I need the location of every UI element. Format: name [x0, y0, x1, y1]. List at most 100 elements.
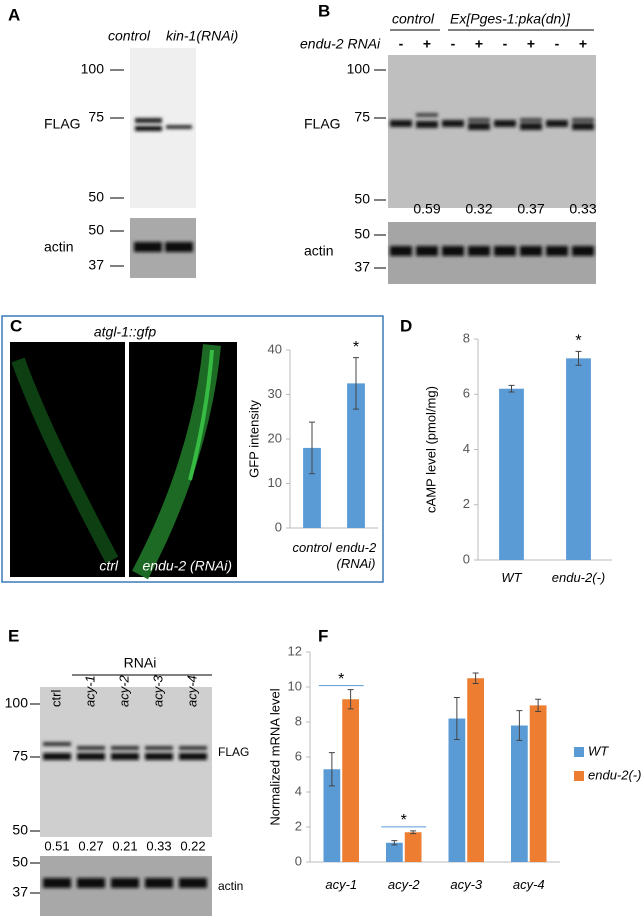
error-bar — [328, 752, 335, 787]
bar — [566, 358, 591, 560]
error-bar — [508, 384, 515, 393]
error-bar — [391, 840, 398, 846]
worm — [188, 349, 214, 481]
lane-sign: - — [503, 36, 508, 52]
group-label: RNAi — [124, 655, 157, 671]
band — [145, 753, 173, 760]
band — [572, 118, 594, 122]
ratio: 0.21 — [112, 838, 137, 853]
marker: 50 — [12, 822, 28, 838]
ratio: 0.32 — [465, 201, 492, 217]
marker: 50 — [88, 189, 104, 205]
error-bar — [472, 672, 479, 684]
y-tick-label: 30 — [268, 386, 282, 401]
lane-sign: + — [475, 36, 483, 52]
band — [520, 118, 542, 122]
marker: 75 — [88, 109, 104, 125]
ratio: 0.33 — [146, 838, 171, 853]
x-tick-label: acy-4 — [512, 877, 545, 892]
band — [43, 878, 71, 888]
y-tick-label: 4 — [463, 441, 470, 456]
error-bar — [410, 830, 417, 835]
band — [390, 120, 412, 127]
error-bar — [347, 689, 354, 710]
lane-label: acy-2 — [116, 674, 131, 707]
band — [77, 746, 105, 750]
band — [390, 246, 412, 256]
x-tick-label: acy-1 — [325, 877, 358, 892]
error-bar — [453, 697, 460, 740]
marker: 50 — [12, 854, 28, 870]
blot — [388, 55, 596, 208]
error-bar — [309, 421, 315, 475]
lane-label: kin-1(RNAi) — [166, 28, 238, 44]
y-axis-label: Normalized mRNA level — [267, 688, 282, 825]
significance: * — [401, 812, 407, 829]
lane-sign: + — [527, 36, 535, 52]
lane-label: ctrl — [48, 690, 63, 707]
group-label: Ex[Pges-1:pka(dn)] — [450, 11, 571, 27]
treatment-label: endu-2 RNAi — [300, 36, 381, 52]
band — [111, 746, 139, 750]
y-tick-label: 0 — [295, 853, 302, 868]
y-tick-label: 10 — [268, 475, 282, 490]
y-tick-label: 6 — [295, 748, 302, 763]
band — [468, 123, 490, 130]
y-axis-label: cAMP level (pmol/mg) — [423, 386, 438, 513]
band — [520, 123, 542, 130]
band — [572, 123, 594, 130]
band — [43, 753, 71, 760]
x-tick-label: control — [292, 540, 332, 555]
x-tick-label: endu-2(-) — [551, 570, 606, 585]
band — [572, 246, 594, 256]
error-bar — [575, 350, 582, 366]
legend-swatch — [574, 771, 584, 781]
x-tick-label: WT — [501, 570, 522, 585]
band — [468, 118, 490, 122]
band — [494, 246, 516, 256]
ratio: 0.27 — [78, 838, 103, 853]
marker: 50 — [354, 226, 370, 242]
band — [145, 878, 173, 888]
band — [494, 120, 516, 127]
legend-label: endu-2(-) — [588, 767, 641, 782]
bands — [43, 742, 207, 888]
band — [179, 878, 207, 888]
lane-sign: - — [555, 36, 560, 52]
significance: * — [353, 339, 359, 356]
y-tick-label: 40 — [268, 341, 282, 356]
y-tick-label: 20 — [268, 430, 282, 445]
panel-label: E — [8, 626, 19, 645]
y-tick-label: 0 — [463, 551, 470, 566]
y-tick-label: 2 — [463, 496, 470, 511]
panel-frame — [1, 315, 384, 583]
image-label: ctrl — [99, 558, 119, 574]
lane-sign: - — [399, 36, 404, 52]
panel-label: F — [318, 626, 328, 645]
ratio: 0.22 — [180, 838, 205, 853]
bands — [390, 113, 594, 256]
bar — [386, 842, 403, 862]
lane-sign: + — [423, 36, 431, 52]
marker-ticks — [374, 69, 386, 269]
y-tick-label: 0 — [275, 519, 282, 534]
significance: * — [338, 671, 344, 688]
lane-label: acy-1 — [82, 675, 97, 707]
marker: 75 — [12, 748, 28, 764]
marker: 37 — [354, 259, 370, 275]
lane-sign: - — [451, 36, 456, 52]
group-label: control — [392, 11, 435, 27]
panel-label: B — [318, 1, 330, 20]
bar — [347, 383, 365, 528]
lane-label: acy-3 — [150, 674, 165, 707]
lane-sign: + — [579, 36, 587, 52]
error-bar — [353, 357, 359, 410]
y-tick-label: 4 — [295, 783, 302, 798]
band — [416, 113, 438, 117]
ratio: 0.33 — [569, 201, 596, 217]
marker: 75 — [354, 109, 370, 125]
lane-label: acy-4 — [184, 675, 199, 707]
band — [145, 746, 173, 750]
